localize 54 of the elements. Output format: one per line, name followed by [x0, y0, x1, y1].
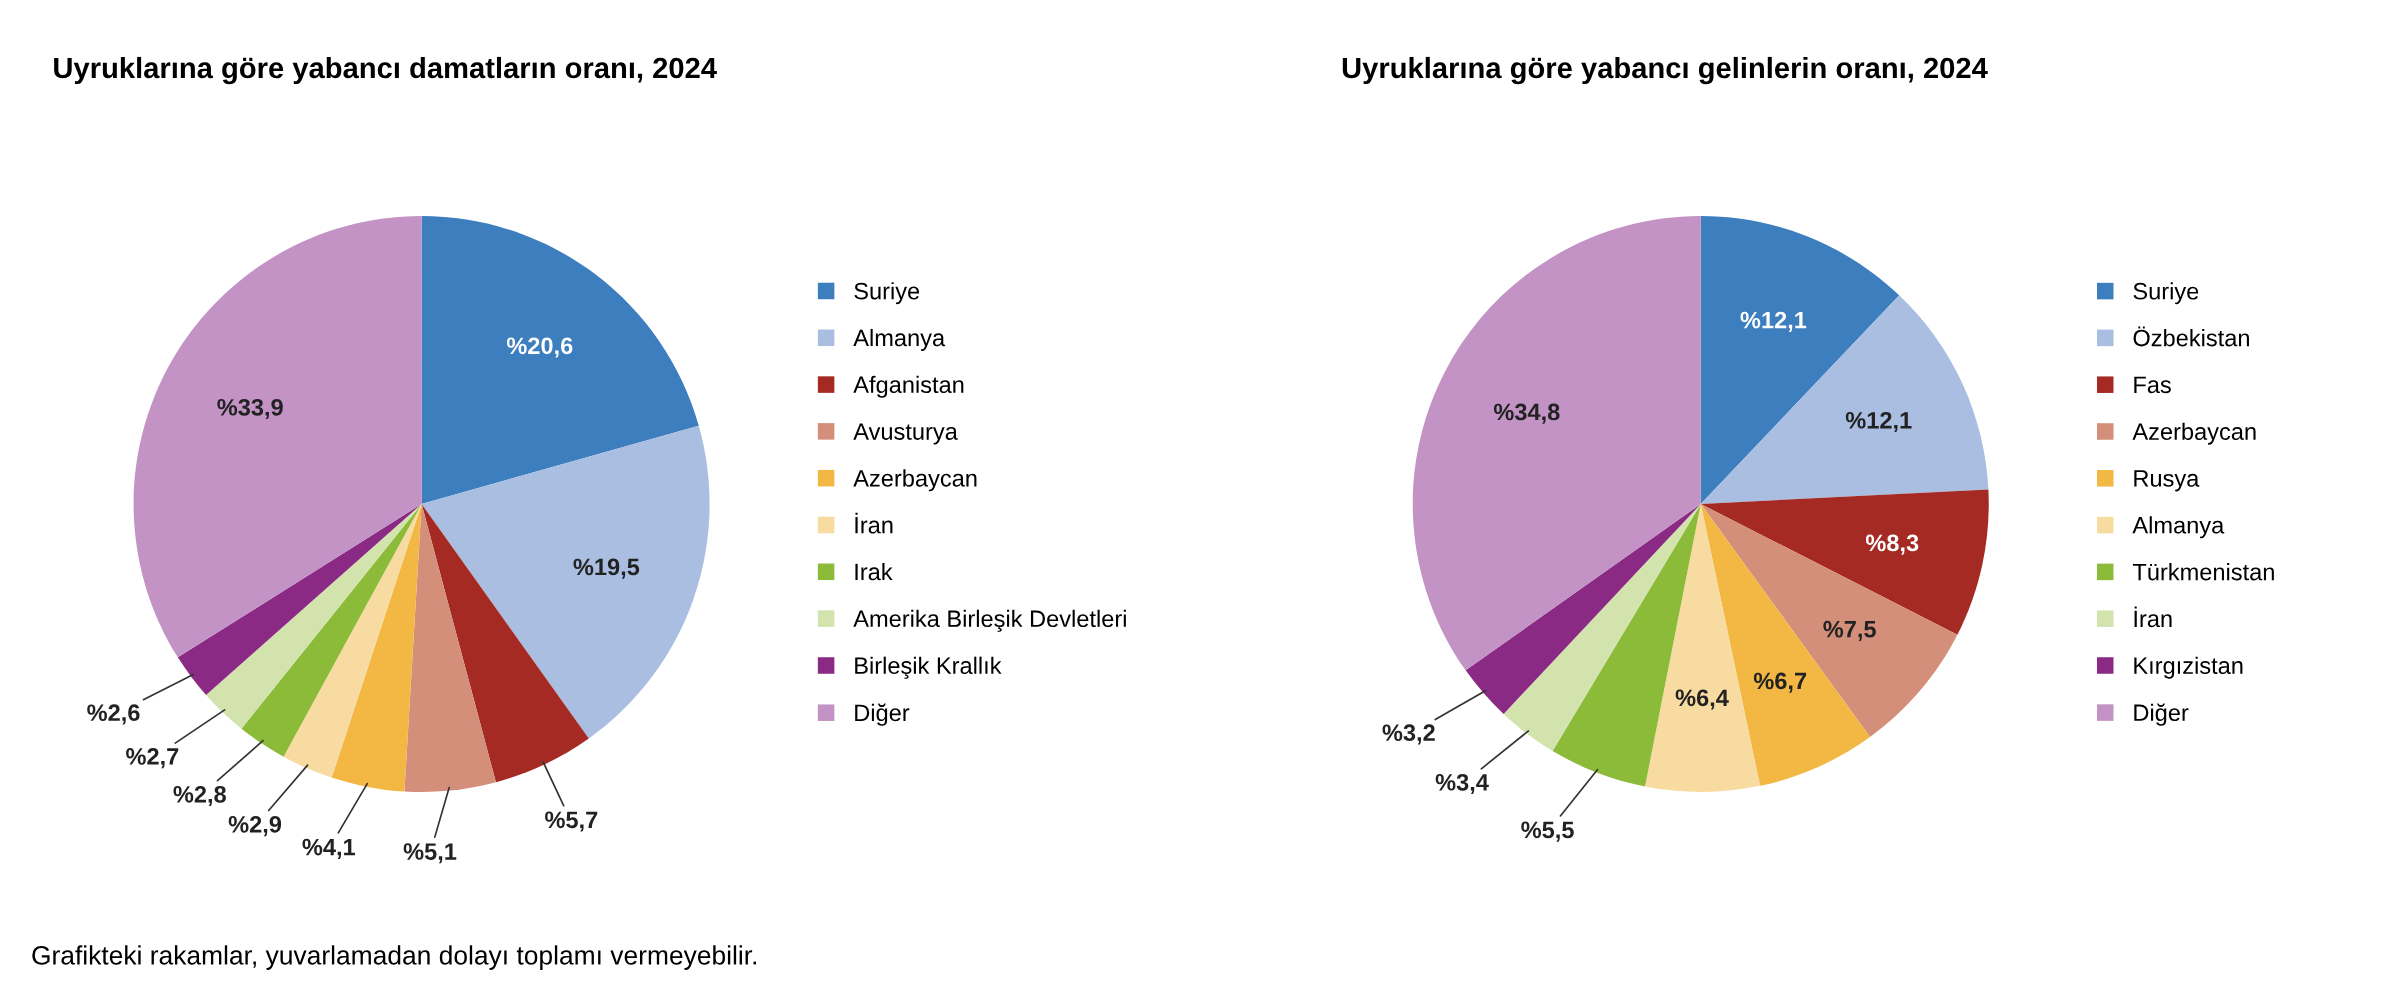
legend-label: Özbekistan [2133, 326, 2249, 347]
legend-label: Azerbaycan [853, 469, 977, 492]
data-label: %12,1 [1845, 411, 1912, 433]
legend-label: Suriye [854, 282, 920, 305]
pie-slice [206, 504, 422, 729]
data-label: %8,3 [1865, 534, 1919, 555]
data-label: %12,1 [1740, 311, 1807, 332]
legend-label: Rusya [2134, 470, 2200, 492]
data-label: %2,8 [173, 785, 226, 807]
legend-label: Birleşik Krallık [855, 656, 1002, 679]
data-label: %34,8 [1493, 403, 1560, 424]
data-label: %33,9 [217, 398, 283, 420]
legend-label: Almanya [853, 328, 946, 351]
pie-slice [177, 504, 422, 695]
legend-label: İran [855, 512, 893, 534]
chart-title: Uyruklarına göre yabancı gelinlerin oranı, 2024 [1342, 56, 1988, 85]
pie-slice [404, 504, 496, 792]
pie-slice [421, 216, 699, 504]
pie-slice [1700, 295, 1989, 504]
data-label: %3,4 [1435, 773, 1489, 795]
legend-label: Amerika Birleşik Devletleri [853, 609, 1126, 632]
pie-slice [331, 504, 422, 792]
pie-slice [1412, 216, 1701, 671]
data-label: %2,9 [228, 816, 282, 837]
legend-label: Türkmenistan [2132, 563, 2274, 581]
data-label: %5,7 [545, 811, 598, 832]
legend-label: Diğer [2134, 703, 2189, 726]
data-label: %6,7 [1753, 672, 1807, 693]
data-label: %7,5 [1823, 620, 1876, 641]
data-label: %6,4 [1675, 689, 1729, 710]
legend-label: Afganistan [853, 375, 964, 398]
data-label: %5,5 [1521, 821, 1574, 842]
pie-slice [421, 425, 710, 739]
pie-slice [283, 504, 422, 778]
data-label: %2,6 [87, 704, 140, 725]
legend-label: Almanya [2132, 516, 2225, 539]
data-label: %4,1 [302, 838, 356, 859]
data-label: %19,5 [573, 558, 640, 579]
pie-slice [133, 216, 422, 658]
data-label: %5,1 [403, 843, 457, 864]
pie-slice [241, 504, 422, 757]
legend-label: Irak [855, 562, 893, 581]
legend-label: Azerbaycan [2132, 422, 2256, 445]
legend-label: İran [2134, 606, 2172, 628]
legend-label: Fas [2134, 376, 2171, 394]
legend-label: Kırgızistan [2134, 656, 2243, 679]
data-label: %20,6 [506, 337, 573, 358]
text: Grafikteki rakamlar, yuvarlamadan dolayı toplamı vermeyebilir. [32, 945, 757, 970]
legend-label: Diğer [855, 703, 910, 726]
legend-label: Suriye [2133, 282, 2199, 305]
data-label: %2,7 [126, 748, 179, 769]
chart-title: Uyruklarına göre yabancı damatların oranı, 2024 [54, 56, 717, 85]
data-label: %3,2 [1382, 724, 1435, 745]
legend-label: Avusturya [853, 423, 958, 445]
